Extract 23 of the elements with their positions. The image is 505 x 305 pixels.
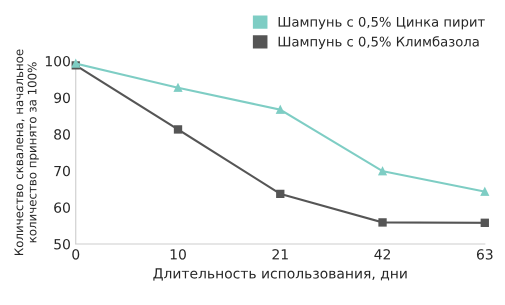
y-tick-label: 80 <box>54 129 70 140</box>
point <box>378 218 387 227</box>
legend-label: Шампунь с 0,5% Цинка пирит <box>278 16 485 30</box>
x-axis-title: Длительность использования, дни <box>153 268 407 281</box>
y-axis-title: Количество сквалена, начальное количество принято за 100% <box>14 49 39 255</box>
y-tick-label: 70 <box>54 166 70 176</box>
y-tick-label: 90 <box>54 92 70 104</box>
y-tick-label: 100 <box>46 56 70 66</box>
x-tick-label: 10 <box>170 249 186 260</box>
y-tick-label: 60 <box>54 202 70 213</box>
x-tick-label: 21 <box>272 249 288 260</box>
point <box>480 218 489 227</box>
point <box>174 84 182 92</box>
y-tick-label: 50 <box>54 238 70 250</box>
x-tick-label: 63 <box>476 249 493 260</box>
x-tick-label: 42 <box>374 249 390 260</box>
point <box>174 125 182 134</box>
point <box>480 187 489 196</box>
x-tick-label: 0 <box>72 249 80 260</box>
point <box>276 106 284 114</box>
legend-label: Шампунь с 0,5% Климбазола <box>278 36 479 50</box>
point <box>378 167 387 176</box>
point <box>276 190 284 198</box>
